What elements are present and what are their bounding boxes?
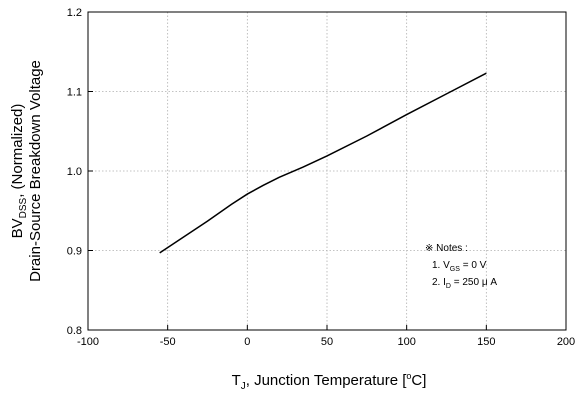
y-tick-label: 1.1: [67, 87, 82, 99]
x-tick-label: 150: [477, 336, 495, 348]
series-line: [159, 72, 487, 254]
y-axis-ticks: 0.8 0.9 1.0 1.1 1.2: [67, 7, 93, 337]
y-tick-label: 0.9: [67, 246, 82, 258]
y-tick-label: 1.0: [67, 166, 82, 178]
y-tick-label: 1.2: [67, 7, 82, 19]
y-axis-title-line1: BVDSS, (Normalized): [9, 104, 29, 239]
y-axis-title-line2: Drain-Source Breakdown Voltage: [27, 60, 44, 282]
x-tick-label: 200: [557, 336, 575, 348]
x-tick-label: -50: [160, 336, 176, 348]
x-axis-ticks: -100 -50 0 50 100 150 200: [77, 325, 575, 348]
x-tick-label: 50: [321, 336, 333, 348]
y-axis-title: BVDSS, (Normalized) Drain-Source Breakdo…: [9, 60, 44, 282]
x-axis-title: TJ, Junction Temperature [oC]: [232, 371, 427, 392]
x-tick-label: -100: [77, 336, 99, 348]
note-2: 2. ID = 250 μ A: [432, 277, 497, 290]
notes-header: ※ Notes :: [425, 243, 468, 254]
x-tick-label: 0: [244, 336, 250, 348]
x-tick-label: 100: [397, 336, 415, 348]
grid: [88, 12, 566, 330]
y-tick-label: 0.8: [67, 325, 82, 337]
note-1: 1. VGS = 0 V: [432, 260, 487, 273]
notes-annotation: ※ Notes : 1. VGS = 0 V 2. ID = 250 μ A: [425, 243, 497, 290]
